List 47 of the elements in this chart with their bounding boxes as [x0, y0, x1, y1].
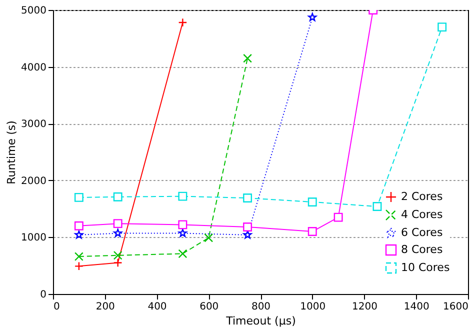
point: [372, 202, 382, 211]
legend-label: 4 Cores: [401, 208, 443, 221]
point: [178, 18, 188, 27]
point: [438, 22, 447, 32]
y-axis-title: Runtime (s): [5, 120, 18, 184]
y-tick-label: 4000: [21, 62, 46, 74]
y-tick-label: 3000: [21, 119, 46, 130]
x-tick-label: 1200: [352, 302, 378, 312]
point: [178, 228, 187, 237]
x-axis-title: Timeout (µs): [225, 314, 296, 328]
x-tick-label: 1000: [300, 302, 326, 312]
point: [308, 198, 317, 206]
point: [204, 233, 214, 242]
point: [74, 192, 84, 202]
y-tick-label: 1000: [21, 232, 46, 244]
x-tick-label: 800: [251, 302, 271, 312]
point: [178, 220, 188, 230]
point: [308, 227, 317, 236]
x-tick-label: 200: [96, 302, 115, 312]
y-tick-label: 5000: [21, 6, 46, 16]
y-tick-label: 0: [40, 290, 46, 300]
point: [74, 252, 84, 261]
x-tick-label: 600: [200, 302, 219, 312]
point: [114, 228, 122, 237]
point: [113, 219, 122, 228]
point: [178, 192, 188, 201]
point: [74, 221, 84, 230]
x-tick-label: 400: [148, 302, 167, 312]
point: [243, 194, 252, 202]
point: [113, 258, 122, 268]
point: [113, 250, 122, 260]
legend-label: 10 Cores: [401, 261, 450, 274]
legend-label: 6 Cores: [401, 226, 443, 239]
point: [74, 230, 84, 239]
y-tick-label: 2000: [21, 176, 46, 187]
legend-label: 2 Cores: [401, 190, 443, 203]
point: [243, 54, 252, 63]
x-tick-label: 1600: [443, 302, 468, 312]
point: [308, 12, 317, 22]
x-tick-label: 1400: [404, 302, 430, 312]
legend-label: 8 Cores: [401, 243, 443, 256]
point: [243, 222, 252, 232]
point: [74, 262, 84, 271]
x-tick-label: 0: [54, 302, 60, 312]
point: [178, 249, 188, 258]
point: [113, 192, 122, 202]
point: [334, 212, 343, 222]
